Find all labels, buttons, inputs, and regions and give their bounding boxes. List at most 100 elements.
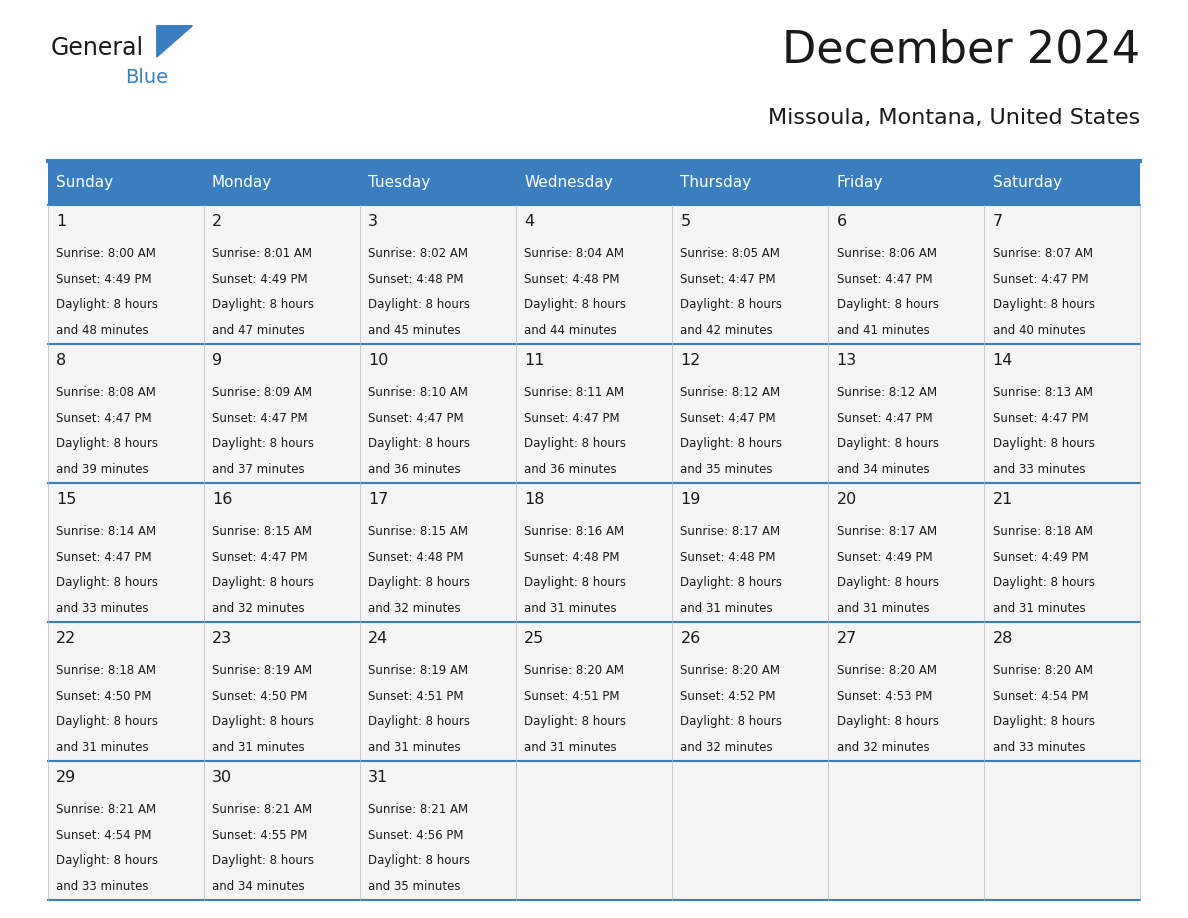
Text: and 31 minutes: and 31 minutes: [524, 741, 617, 754]
Text: Daylight: 8 hours: Daylight: 8 hours: [993, 298, 1094, 311]
FancyBboxPatch shape: [203, 343, 360, 483]
Text: Sunrise: 8:09 AM: Sunrise: 8:09 AM: [211, 386, 312, 399]
Text: 29: 29: [56, 770, 76, 785]
Text: Missoula, Montana, United States: Missoula, Montana, United States: [769, 107, 1140, 128]
Text: Daylight: 8 hours: Daylight: 8 hours: [836, 715, 939, 728]
Text: 28: 28: [993, 631, 1013, 646]
Text: Daylight: 8 hours: Daylight: 8 hours: [993, 715, 1094, 728]
Text: 3: 3: [368, 214, 378, 229]
Text: and 34 minutes: and 34 minutes: [211, 880, 304, 893]
Text: and 35 minutes: and 35 minutes: [681, 463, 773, 476]
Text: Sunrise: 8:16 AM: Sunrise: 8:16 AM: [524, 525, 625, 538]
FancyBboxPatch shape: [672, 205, 828, 343]
Text: Daylight: 8 hours: Daylight: 8 hours: [211, 437, 314, 451]
Text: Daylight: 8 hours: Daylight: 8 hours: [211, 298, 314, 311]
FancyBboxPatch shape: [360, 343, 516, 483]
Text: Sunset: 4:48 PM: Sunset: 4:48 PM: [368, 551, 463, 564]
FancyBboxPatch shape: [985, 761, 1140, 900]
Text: and 31 minutes: and 31 minutes: [211, 741, 304, 754]
Text: Daylight: 8 hours: Daylight: 8 hours: [681, 577, 783, 589]
FancyBboxPatch shape: [672, 483, 828, 621]
Text: Sunrise: 8:19 AM: Sunrise: 8:19 AM: [211, 664, 312, 677]
Text: and 32 minutes: and 32 minutes: [681, 741, 773, 754]
Text: and 39 minutes: and 39 minutes: [56, 463, 148, 476]
Text: and 32 minutes: and 32 minutes: [836, 741, 929, 754]
Text: Sunrise: 8:05 AM: Sunrise: 8:05 AM: [681, 247, 781, 260]
Text: and 31 minutes: and 31 minutes: [681, 602, 773, 615]
Text: Sunset: 4:53 PM: Sunset: 4:53 PM: [836, 689, 931, 702]
Text: Sunset: 4:47 PM: Sunset: 4:47 PM: [211, 551, 308, 564]
Text: Sunrise: 8:15 AM: Sunrise: 8:15 AM: [211, 525, 312, 538]
Text: Sunrise: 8:17 AM: Sunrise: 8:17 AM: [681, 525, 781, 538]
Text: and 45 minutes: and 45 minutes: [368, 324, 461, 337]
Text: Daylight: 8 hours: Daylight: 8 hours: [368, 298, 470, 311]
Text: 20: 20: [836, 492, 857, 507]
Text: and 32 minutes: and 32 minutes: [211, 602, 304, 615]
Text: Thursday: Thursday: [681, 175, 752, 190]
Text: 10: 10: [368, 353, 388, 368]
Text: Daylight: 8 hours: Daylight: 8 hours: [56, 437, 158, 451]
Text: 31: 31: [368, 770, 388, 785]
Text: Daylight: 8 hours: Daylight: 8 hours: [368, 855, 470, 868]
Text: and 42 minutes: and 42 minutes: [681, 324, 773, 337]
Text: Sunset: 4:54 PM: Sunset: 4:54 PM: [56, 829, 151, 842]
Text: 1: 1: [56, 214, 67, 229]
Text: Sunrise: 8:19 AM: Sunrise: 8:19 AM: [368, 664, 468, 677]
Text: 21: 21: [993, 492, 1013, 507]
Text: Daylight: 8 hours: Daylight: 8 hours: [56, 577, 158, 589]
Text: Sunset: 4:51 PM: Sunset: 4:51 PM: [524, 689, 620, 702]
Text: Daylight: 8 hours: Daylight: 8 hours: [368, 715, 470, 728]
Text: Sunrise: 8:04 AM: Sunrise: 8:04 AM: [524, 247, 624, 260]
Text: Sunset: 4:47 PM: Sunset: 4:47 PM: [56, 551, 151, 564]
Text: Sunrise: 8:21 AM: Sunrise: 8:21 AM: [368, 803, 468, 816]
Text: December 2024: December 2024: [783, 29, 1140, 72]
Text: Sunset: 4:49 PM: Sunset: 4:49 PM: [56, 273, 151, 285]
Text: Sunset: 4:56 PM: Sunset: 4:56 PM: [368, 829, 463, 842]
Text: Sunrise: 8:02 AM: Sunrise: 8:02 AM: [368, 247, 468, 260]
Text: 6: 6: [836, 214, 847, 229]
Text: Sunset: 4:47 PM: Sunset: 4:47 PM: [836, 273, 933, 285]
Text: Sunset: 4:47 PM: Sunset: 4:47 PM: [681, 273, 776, 285]
Text: Sunrise: 8:20 AM: Sunrise: 8:20 AM: [993, 664, 1093, 677]
FancyBboxPatch shape: [828, 161, 985, 205]
Text: and 37 minutes: and 37 minutes: [211, 463, 304, 476]
Text: Saturday: Saturday: [993, 175, 1062, 190]
Text: 5: 5: [681, 214, 690, 229]
Text: 17: 17: [368, 492, 388, 507]
Text: 22: 22: [56, 631, 76, 646]
Text: 9: 9: [211, 353, 222, 368]
FancyBboxPatch shape: [985, 205, 1140, 343]
Polygon shape: [157, 26, 192, 57]
Text: Sunset: 4:48 PM: Sunset: 4:48 PM: [681, 551, 776, 564]
Text: Sunset: 4:49 PM: Sunset: 4:49 PM: [836, 551, 933, 564]
Text: 27: 27: [836, 631, 857, 646]
Text: and 33 minutes: and 33 minutes: [56, 602, 148, 615]
FancyBboxPatch shape: [672, 761, 828, 900]
FancyBboxPatch shape: [48, 205, 203, 343]
FancyBboxPatch shape: [203, 161, 360, 205]
FancyBboxPatch shape: [672, 161, 828, 205]
Text: Sunrise: 8:13 AM: Sunrise: 8:13 AM: [993, 386, 1093, 399]
Text: Friday: Friday: [836, 175, 883, 190]
FancyBboxPatch shape: [985, 621, 1140, 761]
Text: Sunset: 4:47 PM: Sunset: 4:47 PM: [368, 411, 463, 425]
Text: Sunrise: 8:12 AM: Sunrise: 8:12 AM: [681, 386, 781, 399]
Text: Daylight: 8 hours: Daylight: 8 hours: [993, 437, 1094, 451]
FancyBboxPatch shape: [48, 761, 203, 900]
Text: Daylight: 8 hours: Daylight: 8 hours: [211, 715, 314, 728]
Text: Sunset: 4:55 PM: Sunset: 4:55 PM: [211, 829, 308, 842]
Text: and 31 minutes: and 31 minutes: [993, 602, 1086, 615]
Text: Daylight: 8 hours: Daylight: 8 hours: [368, 577, 470, 589]
Text: Sunrise: 8:11 AM: Sunrise: 8:11 AM: [524, 386, 625, 399]
FancyBboxPatch shape: [516, 343, 672, 483]
FancyBboxPatch shape: [828, 621, 985, 761]
Text: Sunrise: 8:14 AM: Sunrise: 8:14 AM: [56, 525, 156, 538]
Text: Blue: Blue: [125, 68, 168, 86]
Text: Daylight: 8 hours: Daylight: 8 hours: [681, 715, 783, 728]
Text: Daylight: 8 hours: Daylight: 8 hours: [993, 577, 1094, 589]
Text: Monday: Monday: [211, 175, 272, 190]
FancyBboxPatch shape: [360, 621, 516, 761]
FancyBboxPatch shape: [360, 161, 516, 205]
Text: and 36 minutes: and 36 minutes: [524, 463, 617, 476]
FancyBboxPatch shape: [516, 761, 672, 900]
